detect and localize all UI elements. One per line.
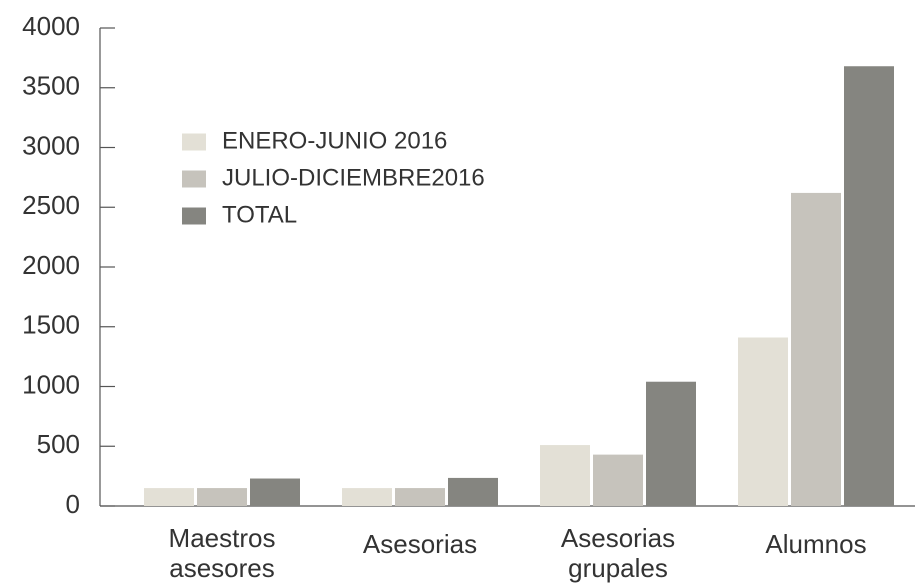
x-tick-label: Asesorias grupales bbox=[561, 523, 675, 583]
bar bbox=[738, 337, 788, 506]
y-tick-label: 2000 bbox=[22, 250, 80, 280]
bar bbox=[448, 477, 498, 506]
y-tick-label: 500 bbox=[37, 429, 80, 459]
y-tick-label: 0 bbox=[66, 489, 80, 519]
bar bbox=[791, 192, 841, 506]
y-tick-label: 3500 bbox=[22, 71, 80, 101]
x-tick-label: Maestros asesores bbox=[169, 523, 276, 583]
legend-swatch bbox=[182, 170, 206, 188]
bar bbox=[342, 488, 392, 506]
legend-label: JULIO-DICIEMBRE2016 bbox=[222, 164, 485, 191]
bar bbox=[395, 488, 445, 506]
x-tick-label: Alumnos bbox=[765, 529, 866, 559]
y-tick-label: 4000 bbox=[22, 11, 80, 41]
legend-swatch bbox=[182, 133, 206, 151]
legend-label: TOTAL bbox=[222, 201, 297, 228]
y-tick-label: 1500 bbox=[22, 310, 80, 340]
bar bbox=[646, 381, 696, 506]
bar bbox=[144, 488, 194, 506]
y-tick-label: 1000 bbox=[22, 369, 80, 399]
bar bbox=[197, 488, 247, 506]
y-tick-label: 3000 bbox=[22, 130, 80, 160]
y-tick-label: 2500 bbox=[22, 190, 80, 220]
bar bbox=[540, 445, 590, 506]
legend-swatch bbox=[182, 207, 206, 225]
bar bbox=[250, 478, 300, 506]
bar bbox=[593, 454, 643, 506]
x-tick-label: Asesorias bbox=[363, 529, 477, 559]
legend-label: ENERO-JUNIO 2016 bbox=[222, 127, 447, 154]
bar bbox=[844, 66, 894, 507]
